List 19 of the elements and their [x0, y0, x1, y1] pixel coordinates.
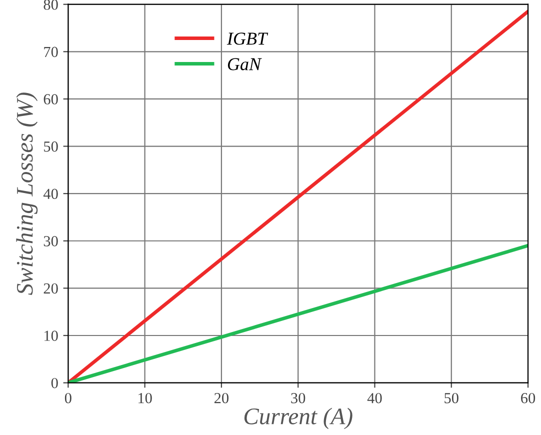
y-tick-label: 40: [43, 188, 58, 200]
x-tick-label: 20: [214, 392, 229, 404]
y-tick-label: 50: [44, 141, 58, 152]
x-axis-title: Current (A): [244, 408, 352, 430]
x-tick-label: 10: [138, 392, 152, 404]
y-tick-label: 60: [44, 94, 58, 104]
x-tick-label: 60: [521, 392, 536, 404]
x-tick-label: 40: [367, 392, 382, 404]
y-axis-title: Switching Losses (W): [16, 92, 38, 295]
y-tick-label: 70: [44, 46, 58, 58]
y-tick-label: 20: [44, 283, 58, 294]
y-tick-label: 0: [51, 378, 58, 388]
legend-label: IGBT: [226, 32, 268, 45]
legend-label: GaN: [228, 58, 262, 70]
y-tick-label: 10: [44, 330, 58, 341]
x-tick-label: 50: [444, 392, 458, 404]
x-tick-label: 30: [291, 392, 306, 404]
x-tick-label: 0: [64, 392, 72, 404]
y-tick-label: 30: [44, 236, 58, 246]
